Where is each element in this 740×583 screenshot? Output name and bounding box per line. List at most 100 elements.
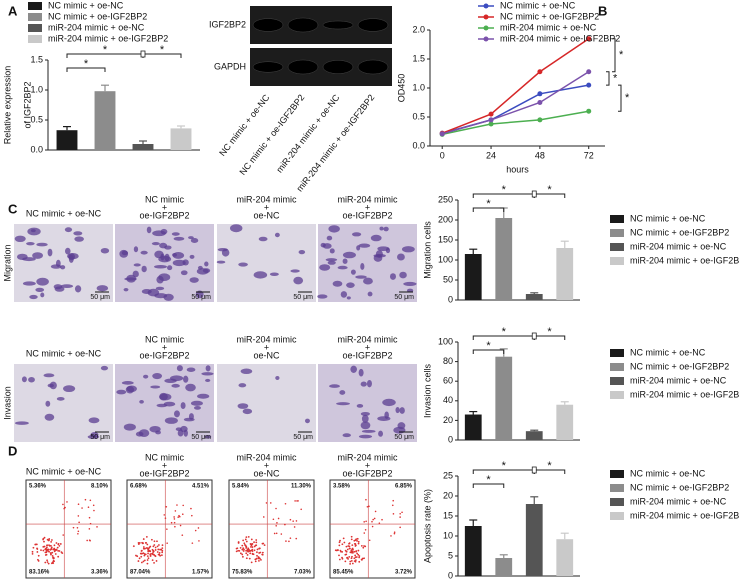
event-dot — [49, 548, 52, 551]
event-dot — [393, 531, 396, 534]
image-title: NC mimic — [145, 334, 184, 344]
image-title: oe-IGF2BP2 — [139, 350, 189, 360]
y-axis-label: of IGF2BP2 — [22, 81, 32, 128]
event-dot — [346, 548, 349, 551]
event-dot — [87, 506, 90, 509]
event-dot — [345, 553, 348, 556]
micrograph — [217, 364, 316, 442]
event-dot — [142, 538, 145, 540]
legend-label: NC mimic + oe-IGF2BP2 — [48, 11, 147, 21]
event-dot — [88, 539, 91, 541]
series-line — [442, 71, 590, 135]
quadrant-label: 4.51% — [192, 484, 210, 490]
image-title: + — [264, 460, 269, 470]
cell — [397, 253, 405, 261]
event-dot — [275, 507, 277, 510]
significance-star: * — [486, 474, 491, 486]
cell — [190, 400, 203, 406]
event-dot — [392, 513, 395, 515]
event-dot — [86, 539, 88, 542]
bracket — [612, 38, 616, 73]
event-dot — [365, 520, 367, 523]
y-axis-label: Invasion cells — [422, 363, 432, 418]
cell — [63, 385, 76, 393]
point — [537, 117, 543, 123]
event-dot — [48, 538, 51, 540]
event-dot — [136, 555, 139, 558]
event-dot — [54, 553, 57, 555]
cell — [202, 268, 211, 273]
cell — [172, 253, 177, 257]
image-title: miR-204 mimic — [236, 334, 297, 344]
event-dot — [347, 545, 350, 547]
legend-swatch — [610, 484, 624, 492]
event-dot — [155, 560, 158, 562]
event-dot — [137, 543, 140, 545]
event-dot — [140, 550, 143, 552]
cell — [358, 368, 364, 377]
cell — [183, 375, 189, 383]
event-dot — [140, 561, 143, 564]
cell — [150, 385, 161, 389]
event-dot — [247, 535, 250, 538]
cell — [377, 416, 391, 421]
cell — [401, 246, 415, 253]
bar — [464, 254, 482, 300]
cell — [395, 407, 400, 414]
event-dot — [178, 514, 180, 517]
event-dot — [147, 547, 150, 550]
event-dot — [390, 535, 392, 537]
event-dot — [363, 557, 365, 560]
blot-label: GAPDH — [214, 61, 246, 71]
event-dot — [247, 548, 250, 551]
cell — [158, 273, 171, 281]
event-dot — [401, 511, 403, 514]
panel-letter: B — [598, 3, 607, 18]
cell — [176, 365, 183, 372]
event-dot — [138, 542, 141, 544]
y-tick-label: 20 — [443, 415, 453, 425]
cell — [197, 393, 210, 399]
cell — [64, 227, 73, 233]
event-dot — [235, 550, 238, 553]
event-dot — [363, 532, 366, 534]
event-dot — [237, 542, 240, 544]
event-dot — [249, 543, 252, 545]
significance-star: * — [84, 58, 89, 70]
event-dot — [42, 538, 44, 541]
y-tick-label: 100 — [438, 336, 453, 346]
event-dot — [347, 558, 349, 560]
event-dot — [198, 540, 200, 542]
cell — [121, 381, 134, 385]
event-dot — [161, 551, 164, 554]
cell — [26, 241, 35, 246]
event-dot — [338, 558, 341, 561]
legend-swatch — [610, 229, 624, 237]
cell — [342, 433, 351, 438]
y-tick-label: 2.0 — [412, 24, 425, 34]
event-dot — [158, 551, 161, 554]
significance-star: * — [103, 44, 108, 56]
bar — [464, 526, 482, 576]
cell — [360, 381, 367, 387]
event-dot — [256, 551, 258, 554]
event-dot — [49, 544, 52, 547]
event-dot — [161, 547, 164, 550]
cell — [177, 429, 184, 437]
event-dot — [173, 521, 176, 524]
cell — [360, 411, 370, 416]
cell — [65, 247, 71, 255]
event-dot — [163, 514, 166, 516]
event-dot — [149, 550, 152, 553]
bracket — [472, 483, 505, 488]
cell — [188, 236, 194, 240]
event-dot — [261, 551, 264, 554]
cell — [44, 413, 55, 421]
event-dot — [243, 544, 246, 546]
cell — [329, 248, 335, 254]
bar — [495, 356, 513, 440]
scale-bar-label: 50 μm — [394, 294, 414, 301]
legend-label: miR-204 mimic + oe-NC — [630, 496, 727, 506]
bracket-break — [531, 190, 537, 198]
cell — [304, 418, 310, 424]
